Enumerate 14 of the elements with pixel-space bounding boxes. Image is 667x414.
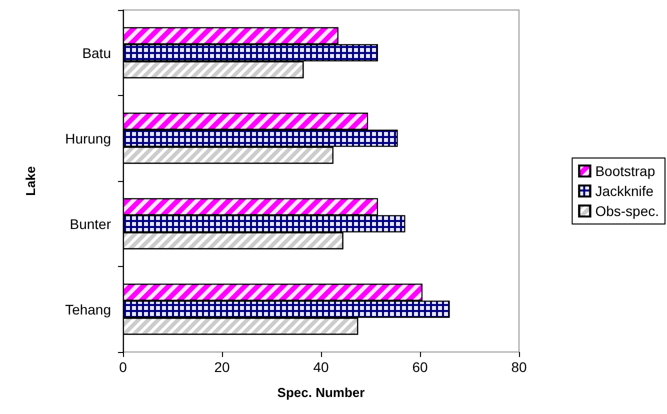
legend-label: Bootstrap — [595, 163, 656, 179]
y-tick-label: Hurung — [65, 130, 111, 146]
x-tick-label: 20 — [214, 359, 230, 375]
x-tick-label: 80 — [511, 359, 527, 375]
x-tick-label: 40 — [313, 359, 329, 375]
x-axis-title: Spec. Number — [277, 385, 365, 400]
legend-label: Jackknife — [595, 183, 654, 199]
y-tick-label: Bunter — [70, 216, 112, 232]
y-axis-title: Lake — [23, 166, 38, 196]
legend-label: Obs-spec. — [595, 203, 660, 219]
y-tick-label: Tehang — [65, 301, 111, 318]
x-tick-label: 0 — [119, 359, 128, 375]
y-tick-label: Batu — [82, 44, 111, 61]
x-tick-label: 60 — [412, 359, 428, 375]
